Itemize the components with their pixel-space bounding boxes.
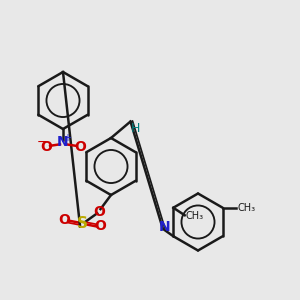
Text: S: S bbox=[77, 216, 88, 231]
Text: −: − bbox=[36, 136, 47, 149]
Text: O: O bbox=[58, 214, 70, 227]
Text: O: O bbox=[74, 140, 86, 154]
Text: N: N bbox=[57, 135, 69, 149]
Text: O: O bbox=[93, 205, 105, 218]
Text: +: + bbox=[64, 133, 71, 143]
Text: N: N bbox=[158, 220, 170, 234]
Text: CH₃: CH₃ bbox=[238, 203, 256, 213]
Text: CH₃: CH₃ bbox=[185, 211, 203, 221]
Text: O: O bbox=[40, 140, 52, 154]
Text: O: O bbox=[94, 220, 106, 233]
Text: H: H bbox=[131, 122, 141, 135]
